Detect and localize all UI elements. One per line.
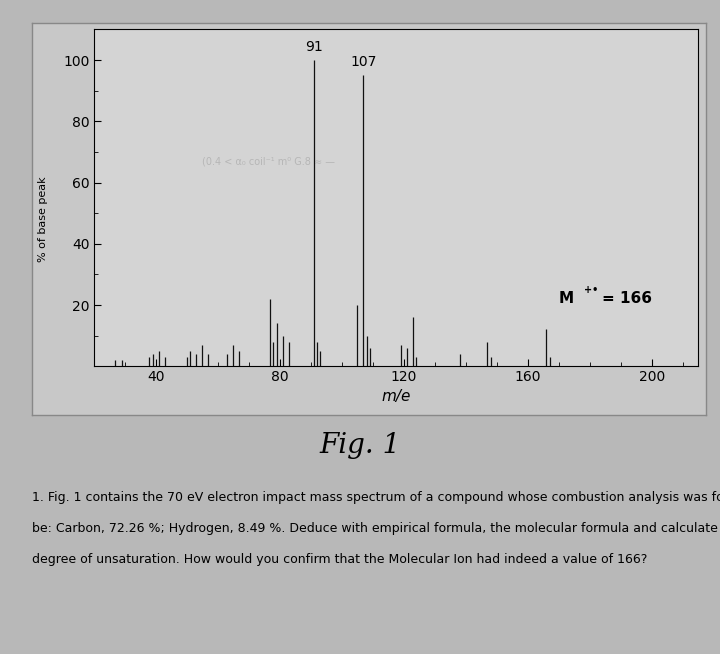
Text: (0.4 < α₀ coil⁻¹ m⁰ G.8 ≈ —: (0.4 < α₀ coil⁻¹ m⁰ G.8 ≈ —: [202, 156, 335, 166]
Text: Fig. 1: Fig. 1: [320, 432, 400, 458]
Text: degree of unsaturation. How would you confirm that the Molecular Ion had indeed : degree of unsaturation. How would you co…: [32, 553, 648, 566]
Text: = 166: = 166: [602, 292, 652, 306]
Text: M: M: [559, 292, 574, 306]
Text: 91: 91: [305, 40, 323, 54]
Text: be: Carbon, 72.26 %; Hydrogen, 8.49 %. Deduce with empirical formula, the molecu: be: Carbon, 72.26 %; Hydrogen, 8.49 %. D…: [32, 522, 720, 535]
X-axis label: m/e: m/e: [382, 388, 410, 404]
Text: % of base peak: % of base peak: [38, 177, 48, 262]
Text: 107: 107: [350, 55, 377, 69]
Text: +•: +•: [584, 284, 598, 295]
Text: 1. Fig. 1 contains the 70 eV electron impact mass spectrum of a compound whose c: 1. Fig. 1 contains the 70 eV electron im…: [32, 490, 720, 504]
